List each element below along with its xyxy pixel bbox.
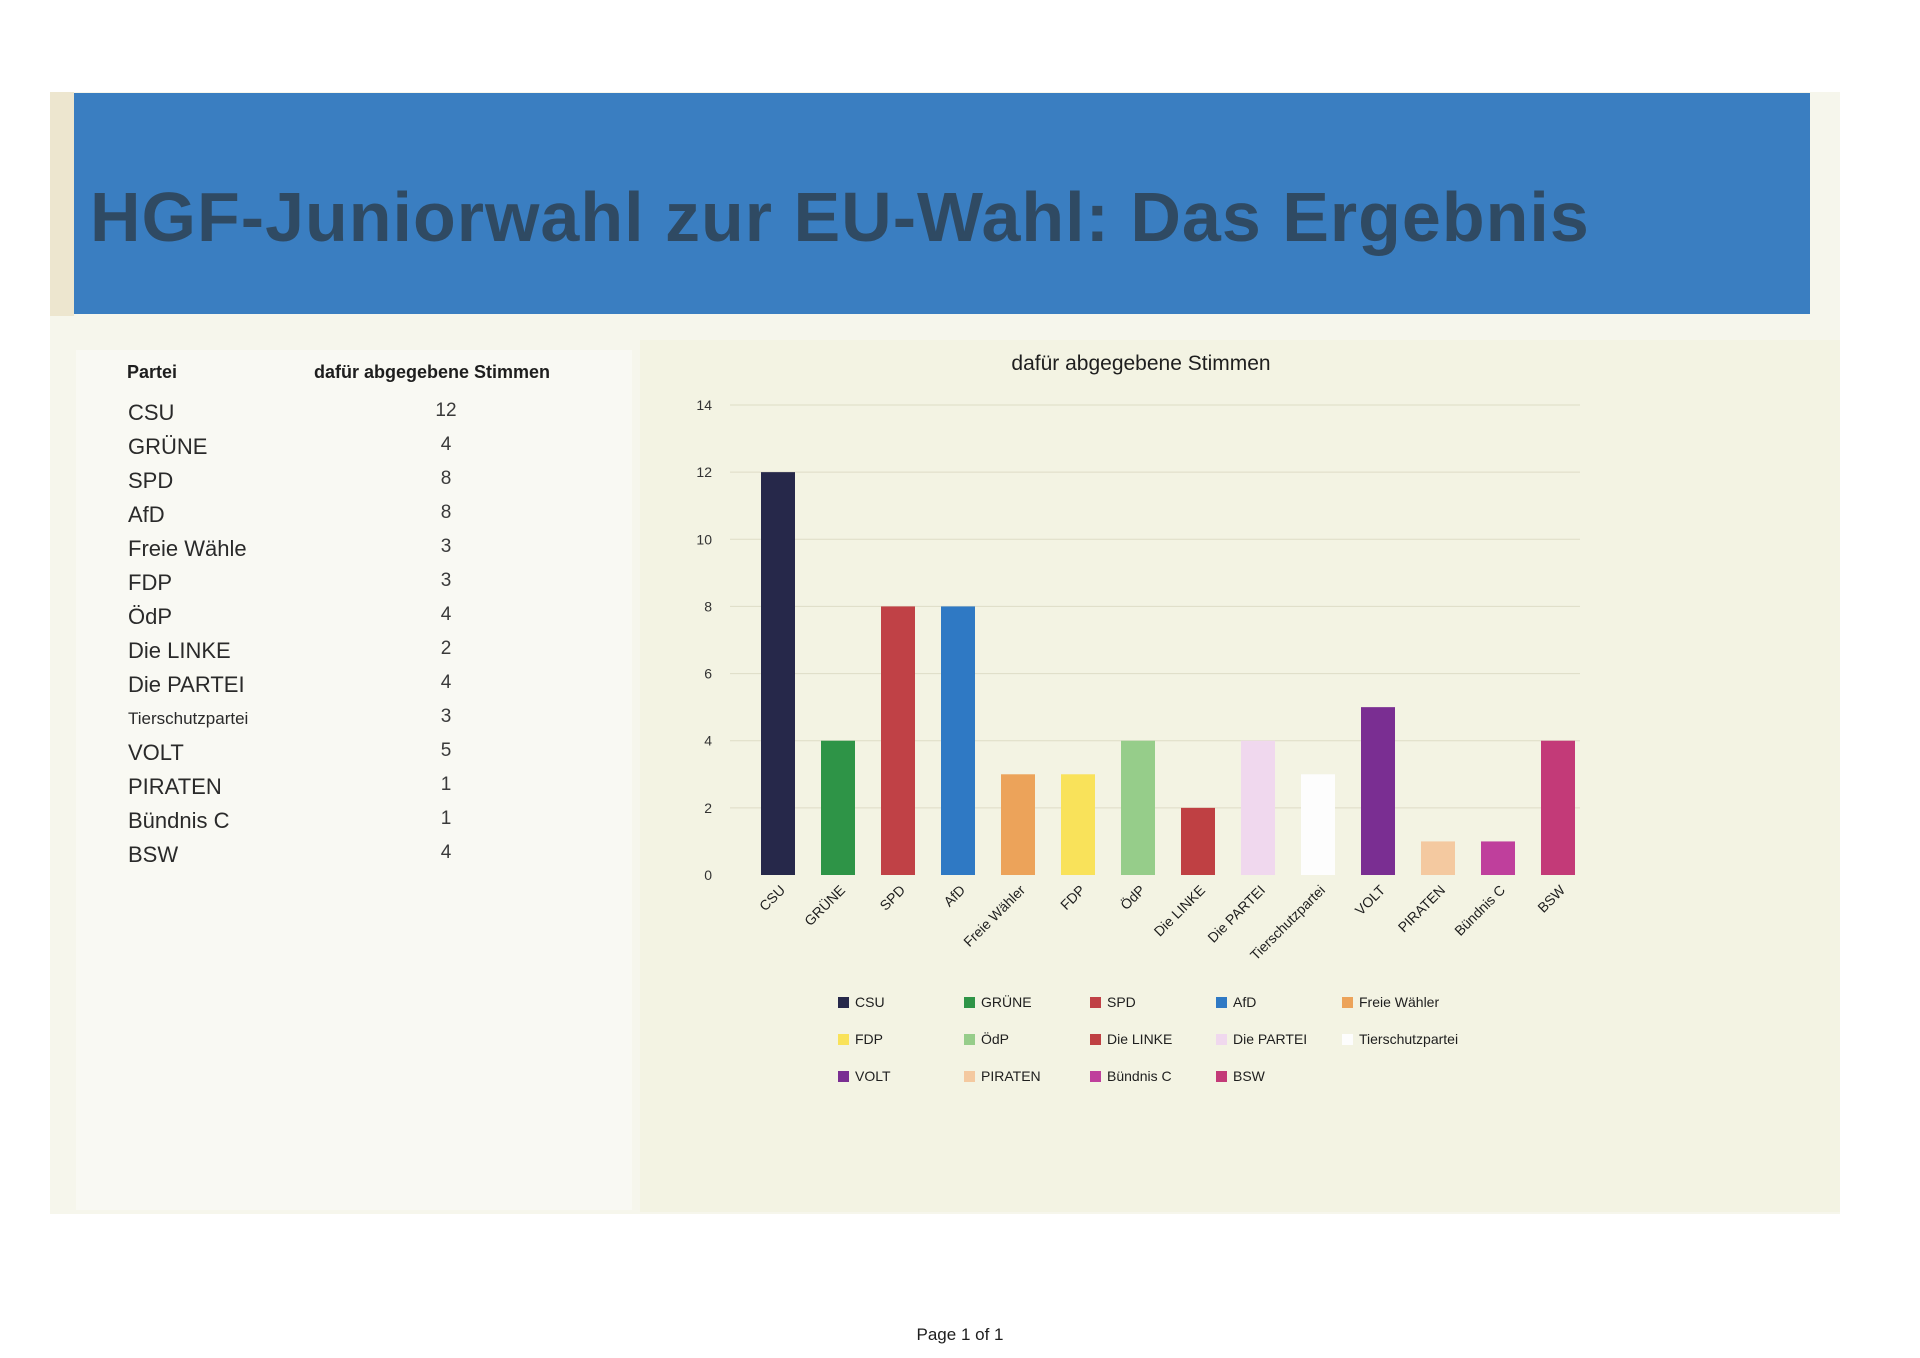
vote-count: 3	[440, 570, 452, 591]
party-name: Freie Wähler	[128, 536, 248, 561]
table-row: CSU 12	[76, 400, 632, 434]
table-row: Die LINKE 2	[76, 638, 632, 672]
table-row: FDP 3	[76, 570, 632, 604]
vote-count: 4	[440, 604, 452, 625]
vote-count: 3	[440, 706, 452, 727]
table-row: GRÜNE 4	[76, 434, 632, 468]
table-row: SPD 8	[76, 468, 632, 502]
party-name: VOLT	[128, 740, 184, 765]
table-row: Freie Wähler 3	[76, 536, 632, 570]
party-name: Bündnis C	[128, 808, 230, 833]
left-strip	[50, 92, 74, 316]
vote-count: 5	[440, 740, 452, 761]
party-name: Die PARTEI	[128, 672, 245, 697]
party-name: ÖdP	[128, 604, 173, 629]
table-row: VOLT 5	[76, 740, 632, 774]
party-name: PIRATEN	[128, 774, 222, 799]
vote-count: 8	[440, 502, 452, 523]
page-footer: Page 1 of 1	[916, 1325, 1004, 1344]
table-row: ÖdP 4	[76, 604, 632, 638]
vote-count: 1	[440, 774, 452, 795]
party-name: Tierschutzpartei	[128, 709, 248, 728]
party-name: AfD	[128, 502, 165, 527]
table-row: PIRATEN 1	[76, 774, 632, 808]
vote-count: 1	[440, 808, 452, 829]
party-name: BSW	[128, 842, 179, 867]
page-title: HGF-Juniorwahl zur EU-Wahl: Das Ergebnis	[90, 178, 1590, 256]
table-row: Bündnis C 1	[76, 808, 632, 842]
chart-panel	[640, 340, 1840, 1212]
vote-count: 4	[440, 842, 452, 863]
header-votes: dafür abgegebene Stimmen	[314, 362, 551, 382]
vote-count: 4	[440, 672, 452, 693]
table-row: AfD 8	[76, 502, 632, 536]
vote-count: 8	[440, 468, 452, 489]
table-row: Tierschutzpartei 3	[76, 706, 632, 740]
vote-count: 12	[435, 400, 457, 421]
title-banner: HGF-Juniorwahl zur EU-Wahl: Das Ergebnis	[74, 93, 1810, 314]
party-name: Die LINKE	[128, 638, 231, 663]
party-name: GRÜNE	[128, 434, 208, 459]
header-party: Partei	[127, 362, 178, 382]
table-row: Die PARTEI 4	[76, 672, 632, 706]
results-table: Partei dafür abgegebene Stimmen CSU 12 G…	[76, 350, 632, 1210]
party-name: FDP	[128, 570, 172, 595]
vote-count: 4	[440, 434, 452, 455]
vote-count: 3	[440, 536, 452, 557]
party-name: SPD	[128, 468, 174, 493]
vote-count: 2	[440, 638, 452, 659]
table-row: BSW 4	[76, 842, 632, 876]
party-name: CSU	[128, 400, 175, 425]
